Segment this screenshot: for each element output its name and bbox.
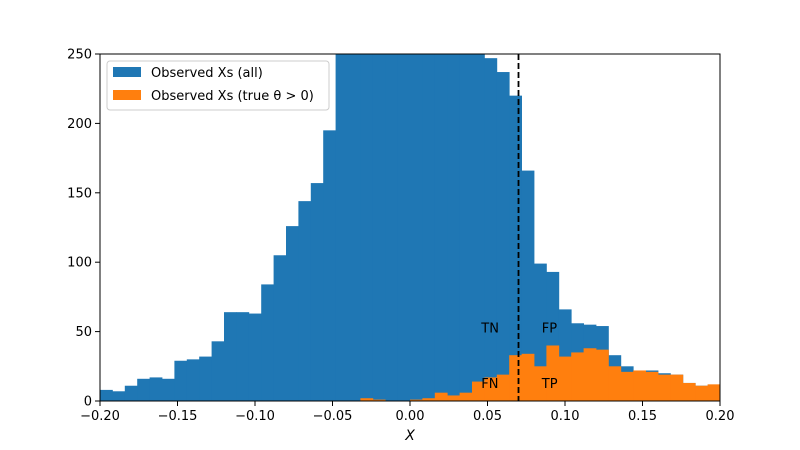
- bar-all-22: [372, 54, 386, 401]
- bar-all-0: [100, 389, 113, 401]
- legend-box: [106, 60, 330, 111]
- annotation-fp: FP: [542, 321, 557, 336]
- bar-positive-38: [571, 352, 584, 401]
- bar-all-31: [484, 58, 498, 401]
- x-tick-label: −0.15: [158, 409, 198, 424]
- bar-positive-30: [472, 381, 485, 401]
- bar-all-5: [162, 378, 175, 401]
- x-axis-label: X: [404, 428, 415, 444]
- bar-positive-31: [484, 377, 498, 401]
- bar-positive-33: [509, 355, 522, 401]
- y-tick-label: 0: [84, 395, 92, 410]
- x-tick-label: 0.15: [628, 409, 657, 424]
- bar-all-6: [174, 360, 188, 401]
- bar-all-17: [310, 183, 324, 401]
- legend-label-0: Observed Xs (all): [151, 66, 263, 81]
- x-axis: −0.20 −0.15 −0.10 −0.05 0.00 0.05 0.10 0.15 0.20: [80, 401, 734, 424]
- bar-positive-48: [695, 385, 708, 401]
- bar-positive-36: [546, 345, 560, 401]
- x-tick-label: −0.05: [313, 409, 353, 424]
- bar-positive-21: [360, 398, 374, 401]
- bar-positive-32: [496, 374, 510, 401]
- bar-all-10: [224, 312, 237, 401]
- bar-all-26: [422, 54, 436, 401]
- bar-all-20: [348, 54, 361, 401]
- y-tick-label: 100: [67, 256, 92, 271]
- bar-positive-47: [682, 382, 696, 401]
- bar-positive-35: [534, 366, 547, 401]
- bar-positive-44: [645, 371, 659, 401]
- bar-positive-41: [608, 366, 622, 401]
- bar-all-8: [199, 356, 212, 401]
- bar-all-23: [385, 54, 398, 401]
- y-tick-label: 250: [67, 48, 92, 63]
- bar-positive-34: [521, 353, 535, 401]
- x-tick-label: 0.05: [473, 409, 502, 424]
- bar-all-14: [273, 255, 287, 401]
- bar-positive-26: [422, 398, 436, 401]
- bar-positive-42: [620, 371, 634, 401]
- bar-all-12: [248, 313, 262, 401]
- x-tick-label: 0.20: [706, 409, 735, 424]
- legend-label-1: Observed Xs (true θ > 0): [151, 89, 314, 104]
- y-tick-label: 200: [67, 117, 92, 132]
- bar-all-9: [211, 341, 225, 401]
- legend: Observed Xs (all) Observed Xs (true θ > 0…: [106, 60, 330, 111]
- bar-positive-45: [658, 374, 671, 401]
- legend-swatch-1: [113, 90, 141, 100]
- bar-all-21: [360, 54, 374, 401]
- bar-all-16: [298, 201, 312, 401]
- bar-all-3: [137, 378, 150, 401]
- bar-all-1: [112, 391, 126, 401]
- bar-all-27: [434, 54, 448, 401]
- bar-all-28: [447, 54, 460, 401]
- bar-positive-22: [372, 399, 386, 401]
- bar-positive-43: [633, 370, 646, 401]
- y-tick-label: 150: [67, 186, 92, 201]
- bar-all-7: [186, 359, 200, 401]
- annotation-fn: FN: [481, 377, 498, 392]
- bar-positive-46: [670, 374, 684, 401]
- bar-positive-27: [434, 392, 448, 401]
- bar-all-2: [124, 385, 138, 401]
- bar-all-30: [472, 54, 485, 401]
- annotations-group: TN FP FN TP: [480, 321, 557, 392]
- bar-all-33: [509, 95, 522, 401]
- annotation-tp: TP: [541, 377, 558, 392]
- annotation-tn: TN: [480, 321, 499, 336]
- x-tick-label: 0.10: [551, 409, 580, 424]
- x-tick-label: −0.10: [235, 409, 275, 424]
- bar-positive-49: [707, 384, 721, 401]
- legend-swatch-0: [113, 67, 141, 77]
- bar-all-19: [335, 54, 349, 401]
- x-tick-label: 0.00: [396, 409, 425, 424]
- y-axis: 0 50 100 150 200 250: [67, 48, 100, 410]
- bar-all-15: [286, 226, 299, 401]
- x-tick-label: −0.20: [80, 409, 120, 424]
- bar-all-32: [496, 72, 510, 401]
- bars-positive-series: [360, 345, 721, 401]
- bar-all-34: [521, 170, 535, 401]
- bar-positive-25: [410, 399, 423, 401]
- bar-positive-39: [583, 348, 597, 401]
- y-tick-label: 50: [75, 325, 92, 340]
- bar-all-11: [236, 312, 250, 401]
- bar-all-29: [459, 54, 473, 401]
- bar-all-25: [410, 54, 423, 401]
- bar-all-13: [261, 284, 274, 401]
- bar-all-24: [397, 54, 411, 401]
- bar-positive-40: [596, 349, 609, 401]
- bar-positive-28: [447, 395, 460, 401]
- bar-positive-29: [459, 392, 473, 401]
- bar-positive-37: [558, 356, 572, 401]
- bar-all-4: [149, 377, 163, 401]
- bar-all-18: [323, 130, 336, 401]
